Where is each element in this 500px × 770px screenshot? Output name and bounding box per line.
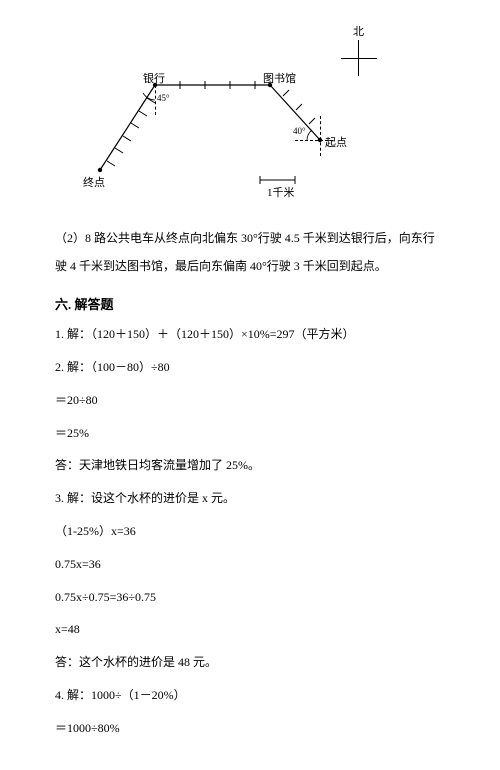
answer-2: 2. 解：（100－80）÷80 — [55, 356, 445, 379]
answer-4: 4. 解：1000÷（1－20%） — [55, 684, 445, 707]
end-label: 终点 — [83, 174, 105, 190]
answer-2-step2: ＝25% — [55, 422, 445, 445]
scale-label: 1千米 — [267, 184, 295, 200]
section-heading: 六. 解答题 — [55, 294, 445, 313]
route-lines — [55, 20, 425, 205]
angle45-label: 45° — [157, 93, 170, 103]
answer-3-conclude: 答：这个水杯的进价是 48 元。 — [55, 651, 445, 674]
answer-3-step1: （1-25%）x=36 — [55, 520, 445, 543]
start-label: 起点 — [325, 134, 347, 150]
answer-2-conclude: 答：天津地铁日均客流量增加了 25%。 — [55, 454, 445, 477]
problem-2-text: （2）8 路公共电车从终点向北偏东 30°行驶 4.5 千米到达银行后，向东行驶… — [55, 225, 445, 280]
angle40-label: 40° — [293, 126, 306, 136]
answer-3-step4: x=48 — [55, 618, 445, 641]
answer-3: 3. 解：设这个水杯的进价是 x 元。 — [55, 487, 445, 510]
answer-2-step1: ＝20÷80 — [55, 389, 445, 412]
bank-label: 银行 — [143, 70, 165, 86]
answer-1: 1. 解：（120＋150）＋（120＋150）×10%=297（平方米） — [55, 323, 445, 346]
route-diagram: 北 — [55, 20, 425, 205]
answer-4-step1: ＝1000÷80% — [55, 717, 445, 740]
library-label: 图书馆 — [263, 70, 296, 86]
answer-3-step2: 0.75x=36 — [55, 553, 445, 576]
answer-3-step3: 0.75x÷0.75=36÷0.75 — [55, 586, 445, 609]
